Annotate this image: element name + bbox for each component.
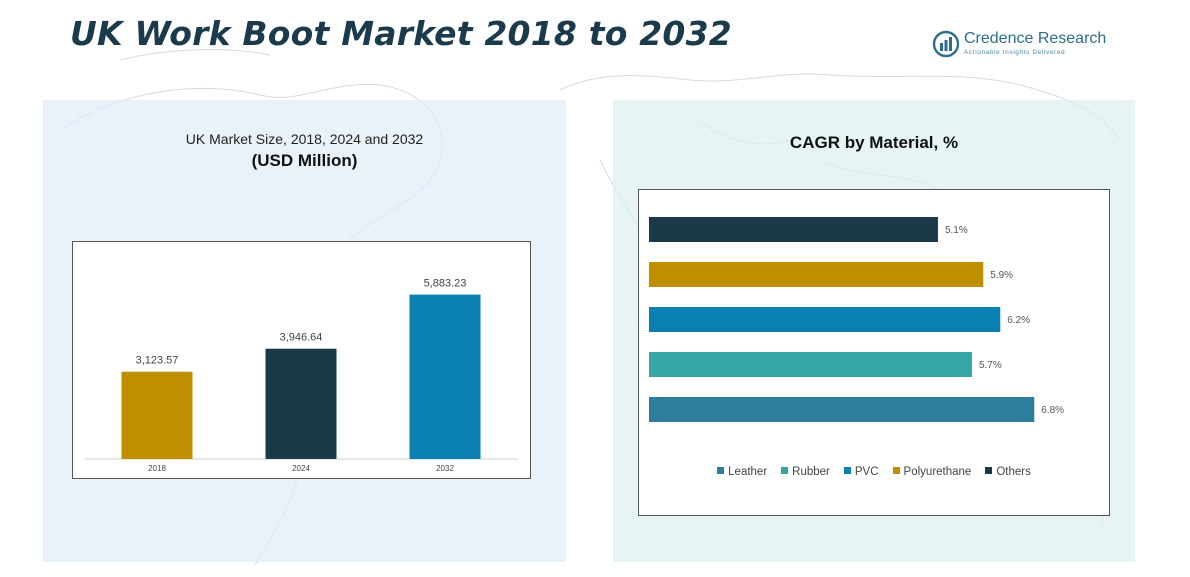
- market-size-chart-frame: 3,123.57 2018 3,946.64 2024 5,883.23 2032: [72, 241, 531, 479]
- cagr-legend: Leather Rubber PVC Polyurethane Others: [638, 466, 1110, 478]
- bar-value-label-polyurethane: 5.9%: [990, 270, 1013, 281]
- bar-others: [649, 217, 938, 242]
- legend-swatch-rubber: [781, 467, 789, 475]
- cagr-horizontal-bar-chart: 5.1% 5.9% 6.2% 5.7% 6.8%: [649, 217, 1064, 422]
- brand-name: Credence Research: [964, 30, 1107, 47]
- legend-item-pvc: PVC: [843, 466, 879, 478]
- brand-logo-block: Credence Research Actionable Insights De…: [932, 30, 1122, 60]
- bar-value-label-2024: 3,946.64: [280, 332, 323, 344]
- cagr-chart-title: CAGR by Material, %: [789, 133, 959, 152]
- bar-polyurethane: [649, 262, 984, 287]
- market-size-subtitle: UK Market Size, 2018, 2024 and 2032: [185, 131, 424, 147]
- legend-swatch-pvc: [843, 467, 851, 475]
- legend-label-pvc: PVC: [854, 466, 879, 478]
- legend-item-polyurethane: Polyurethane: [892, 466, 972, 478]
- bar-leather: [649, 397, 1035, 422]
- x-tick-label-2018: 2018: [148, 464, 166, 473]
- bar-value-label-2032: 5,883.23: [424, 278, 467, 290]
- legend-label-leather: Leather: [728, 466, 768, 478]
- legend-item-leather: Leather: [717, 466, 767, 478]
- bar-value-label-others: 5.1%: [945, 225, 968, 236]
- x-tick-label-2032: 2032: [436, 464, 454, 473]
- bar-2032: [409, 294, 481, 459]
- market-size-unit: (USD Million): [251, 151, 358, 170]
- brand-tagline: Actionable Insights Delivered: [964, 49, 1066, 56]
- legend-swatch-leather: [717, 467, 725, 475]
- cagr-chart-frame: 5.1% 5.9% 6.2% 5.7% 6.8%: [638, 189, 1110, 516]
- legend-swatch-others: [985, 467, 993, 475]
- bar-pvc: [649, 307, 1001, 332]
- legend-swatch-polyurethane: [892, 467, 900, 475]
- x-tick-label-2024: 2024: [292, 464, 310, 473]
- legend-item-others: Others: [985, 466, 1031, 478]
- legend-label-rubber: Rubber: [792, 466, 830, 478]
- bar-value-label-2018: 3,123.57: [136, 355, 179, 367]
- legend-label-polyurethane: Polyurethane: [903, 466, 972, 478]
- bar-rubber: [649, 352, 972, 377]
- bar-2018: [121, 371, 193, 459]
- market-size-bar-chart: 3,123.57 2018 3,946.64 2024 5,883.23 2032: [85, 278, 518, 473]
- bar-2024: [265, 348, 337, 459]
- bar-value-label-leather: 6.8%: [1041, 405, 1064, 416]
- bar-value-label-pvc: 6.2%: [1007, 315, 1030, 326]
- legend-item-rubber: Rubber: [781, 466, 830, 478]
- credence-logo-icon: [932, 30, 960, 58]
- page-title: UK Work Boot Market 2018 to 2032: [70, 14, 732, 53]
- bar-value-label-rubber: 5.7%: [979, 360, 1002, 371]
- legend-label-others: Others: [996, 466, 1031, 478]
